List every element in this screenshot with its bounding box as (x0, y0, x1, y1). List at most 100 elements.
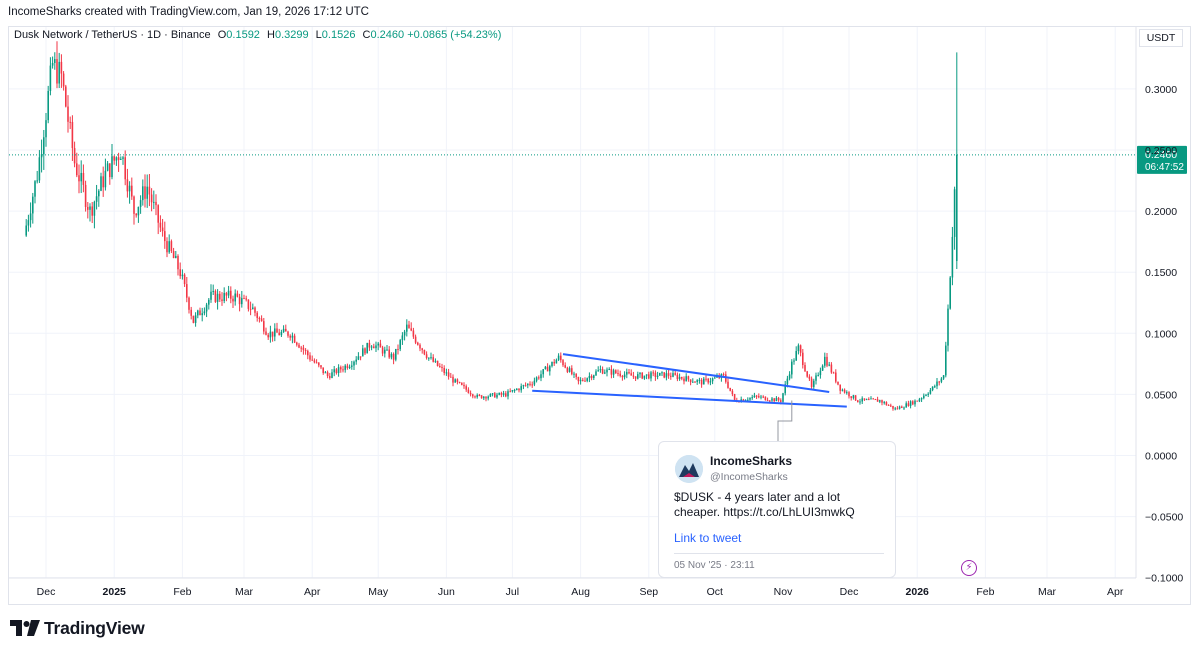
candle-body (777, 397, 780, 401)
candle-body (179, 269, 181, 277)
candle-body (401, 335, 404, 341)
candle-body (562, 360, 564, 366)
candle-body (848, 392, 850, 397)
candle-body (384, 349, 386, 354)
candle-body (219, 293, 221, 300)
candle-body (25, 225, 27, 236)
candle-body (905, 403, 907, 408)
candle-body (538, 377, 540, 379)
candle-body (747, 399, 749, 401)
tweet-card[interactable]: IncomeSharks @IncomeSharks $DUSK - 4 yea… (658, 441, 896, 578)
time-axis: Dec 2025 Feb Mar Apr May Jun Jul Aug Sep Oct Nov Dec… (37, 586, 1124, 598)
top-bar: IncomeSharks created with TradingView.co… (0, 0, 1200, 26)
candle-body (47, 90, 49, 121)
candle-body (318, 362, 320, 366)
candle-body (348, 366, 351, 369)
candle-body (608, 369, 610, 371)
candle-body (828, 364, 830, 366)
candle-body (615, 370, 617, 374)
candle-body (909, 401, 912, 406)
candle-body (98, 190, 100, 197)
candle-body (661, 372, 663, 374)
candle-body (280, 332, 283, 336)
candle-body (483, 396, 485, 399)
candle-body (861, 398, 863, 402)
candle-body (854, 395, 857, 401)
candle-body (243, 298, 245, 300)
candle-body (727, 381, 729, 388)
candle-body (73, 148, 76, 164)
candle-body (355, 359, 357, 362)
link-to-tweet[interactable]: Link to tweet (674, 531, 742, 545)
price-tick-label: −0.1000 (1145, 573, 1183, 585)
candles (25, 41, 958, 411)
candle-body (527, 383, 529, 386)
price-tick-label: −0.0500 (1145, 512, 1183, 524)
candle-body (309, 355, 311, 360)
candle-body (307, 350, 309, 356)
candle-body (238, 296, 241, 305)
candle-body (874, 399, 877, 401)
candle-body (665, 373, 668, 378)
candle-body (300, 347, 302, 349)
candle-body (678, 376, 681, 380)
candle-body (320, 365, 322, 368)
candle-body (579, 379, 582, 382)
candle-body (357, 356, 360, 360)
candle-body (331, 372, 333, 378)
high-label: H (267, 29, 275, 41)
candle-body (40, 154, 43, 158)
candle-body (469, 393, 472, 395)
candle-body (571, 368, 573, 375)
candle-body (648, 374, 650, 379)
candle-body (144, 186, 146, 199)
candle-body (824, 356, 826, 366)
candle-body (843, 389, 846, 393)
time-tick-label: Feb (173, 586, 191, 598)
candle-body (885, 402, 888, 405)
candle-body (806, 371, 808, 377)
candle-body (102, 176, 104, 188)
lightning-icon[interactable]: ⚡ (961, 560, 977, 576)
candle-body (109, 163, 111, 178)
candle-body (65, 86, 67, 107)
avatar (675, 455, 703, 483)
candle-body (447, 372, 450, 377)
candle-body (912, 401, 914, 405)
candle-body (586, 378, 588, 381)
price-tick-label: 0.0500 (1145, 389, 1177, 401)
candle-body (89, 206, 91, 210)
candle-body (652, 372, 654, 374)
candle-body (817, 375, 819, 377)
price-axis: 0.3000 0.2500 0.2000 0.1500 0.1000 0.0500 0.00… (1145, 84, 1183, 585)
candle-body (881, 400, 883, 403)
candle-body (133, 196, 135, 214)
candle-body (298, 344, 300, 348)
candle-body (390, 353, 393, 358)
candle-body (368, 342, 371, 348)
currency-unit-button[interactable]: USDT (1139, 29, 1183, 47)
candle-body (419, 344, 421, 349)
candle-body (626, 372, 628, 375)
candle-body (540, 374, 542, 379)
candle-body (868, 399, 870, 401)
candle-body (186, 284, 188, 298)
candle-body (170, 241, 173, 252)
candle-body (216, 293, 219, 302)
candle-body (265, 331, 267, 335)
candle-body (804, 365, 806, 372)
candle-body (560, 355, 562, 361)
candle-body (410, 328, 412, 331)
candle-body (786, 378, 789, 385)
candle-body (782, 393, 784, 402)
candle-body (87, 206, 89, 210)
candle-body (315, 362, 318, 364)
candle-body (27, 220, 30, 226)
candle-body (553, 361, 555, 364)
candle-body (80, 172, 82, 182)
candle-body (929, 390, 932, 394)
candle-body (628, 372, 630, 374)
candle-body (93, 201, 96, 216)
time-tick-label: Sep (639, 586, 658, 598)
